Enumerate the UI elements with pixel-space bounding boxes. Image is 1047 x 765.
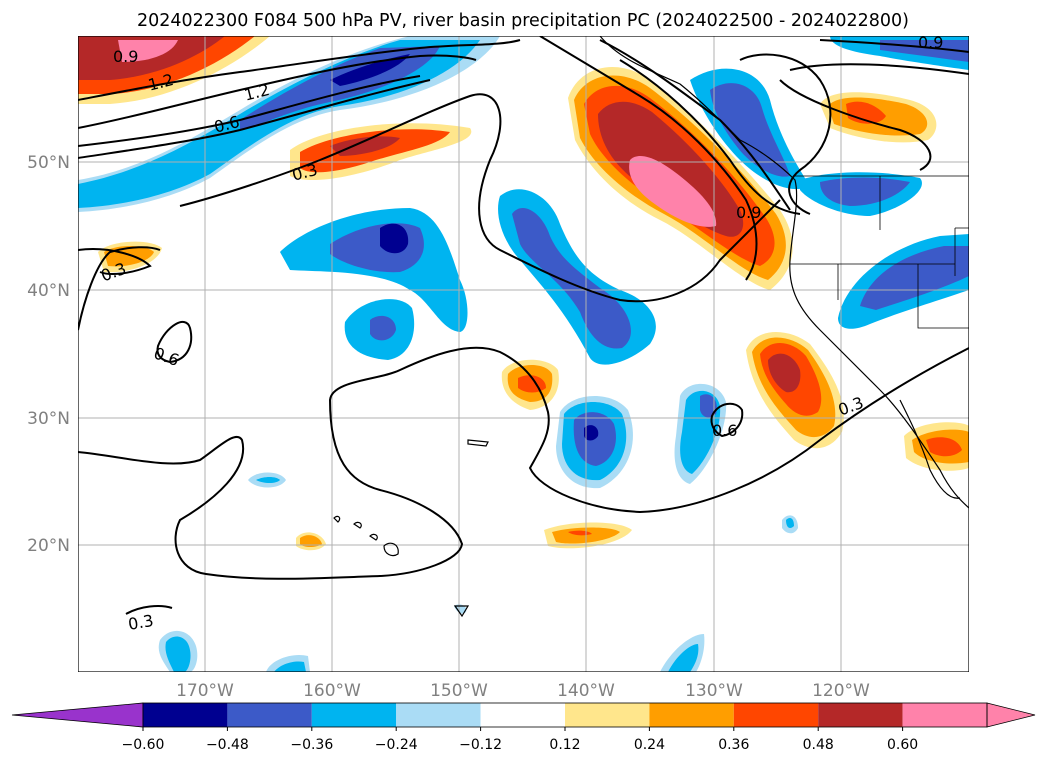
neg-anomaly-central-dark bbox=[380, 223, 409, 254]
hawaii-maui bbox=[369, 533, 378, 541]
north-america-coast bbox=[599, 36, 969, 509]
precip-fill-layer bbox=[78, 36, 969, 672]
pv-contour-1p2 bbox=[78, 54, 477, 129]
colorbar-bin bbox=[818, 703, 903, 727]
pos-anomaly-33n-dark bbox=[768, 353, 801, 393]
colorbar-extend-low bbox=[11, 702, 144, 728]
map-panel: 0.9 1.2 1.2 0.6 0.3 0.3 0.6 0.9 0.9 0.3 … bbox=[78, 33, 969, 672]
neg-anomaly-dot3 bbox=[454, 604, 467, 614]
pv-contour-0p9-east bbox=[619, 59, 801, 215]
colorbar-tick-label: 0.36 bbox=[718, 737, 749, 753]
state-borders bbox=[790, 175, 969, 329]
pos-anomaly-52n-dark bbox=[330, 136, 400, 156]
colorbar-tick-label: −0.12 bbox=[459, 737, 502, 753]
longitude-label: 160°W bbox=[303, 681, 361, 701]
colorbar-bin bbox=[649, 703, 734, 727]
latitude-labels: 50°N 40°N 30°N 20°N bbox=[27, 153, 70, 556]
colorbar-bin bbox=[733, 703, 819, 727]
neg-anomaly-29n-dark bbox=[584, 425, 599, 441]
colorbar-ticks bbox=[142, 727, 904, 731]
neg-anomaly-southwest-mid bbox=[860, 246, 969, 310]
colorbar-bin bbox=[480, 703, 565, 727]
contour-label: 0.9 bbox=[918, 33, 943, 52]
longitude-label: 120°W bbox=[812, 681, 870, 701]
hawaii-big-island bbox=[383, 542, 399, 557]
pv-contour-0p6-east bbox=[599, 39, 791, 211]
pv-contour-subtropical bbox=[78, 346, 969, 580]
pos-anomaly-coast-max bbox=[629, 155, 717, 227]
pos-anomaly-baja-red bbox=[926, 437, 962, 457]
pv-contour-ne-4 bbox=[779, 79, 932, 171]
pos-anomaly-dot-mid bbox=[300, 535, 322, 547]
longitude-labels: 170°W 160°W 150°W 140°W 130°W 120°W bbox=[176, 681, 870, 701]
pos-anomaly-corner-max bbox=[118, 40, 178, 62]
colorbar-tick-label: 0.12 bbox=[549, 737, 580, 753]
contour-label: 0.9 bbox=[736, 203, 761, 222]
graticule bbox=[78, 36, 969, 672]
neg-anomaly-bc-mid bbox=[710, 83, 790, 177]
colorbar-bin bbox=[311, 703, 397, 727]
colorbar-bin bbox=[396, 703, 481, 727]
longitude-label: 170°W bbox=[176, 681, 234, 701]
latitude-label: 40°N bbox=[27, 281, 70, 301]
latitude-label: 20°N bbox=[27, 536, 70, 556]
colorbar-bin bbox=[227, 703, 312, 727]
pv-contour-southwest bbox=[78, 246, 161, 331]
pv-contours bbox=[78, 36, 969, 615]
hawaii-kauai bbox=[333, 515, 341, 523]
baja-coast bbox=[899, 399, 961, 499]
coastlines bbox=[333, 36, 969, 618]
colorbar-bin bbox=[565, 703, 650, 727]
pv-contour-loop-2 bbox=[710, 402, 744, 438]
longitude-label: 130°W bbox=[685, 681, 743, 701]
pv-contour-0p9 bbox=[78, 75, 421, 147]
neg-anomaly-greatbasin-mid bbox=[820, 177, 910, 206]
hawaii-oahu bbox=[353, 521, 362, 529]
neg-anomaly-bottom1-core bbox=[165, 636, 191, 672]
pv-contour-ne-1 bbox=[739, 53, 832, 215]
colorbar-tick-label: −0.48 bbox=[206, 737, 249, 753]
latitude-label: 50°N bbox=[27, 153, 70, 173]
neg-anomaly-bottom3-core bbox=[668, 644, 699, 672]
colorbar: −0.60 −0.48 −0.36 −0.24 −0.12 0.12 0.24 … bbox=[11, 702, 1036, 753]
pv-contour-loop-3 bbox=[125, 605, 173, 615]
colorbar-tick-label: 0.60 bbox=[887, 737, 918, 753]
colorbar-extend-high bbox=[986, 702, 1036, 728]
contour-label: 0.6 bbox=[712, 421, 737, 440]
colorbar-tick-label: 0.48 bbox=[803, 737, 834, 753]
longitude-label: 150°W bbox=[430, 681, 488, 701]
pv-contour-1p2-north bbox=[78, 39, 521, 101]
contour-label: 0.9 bbox=[113, 47, 138, 66]
pv-contour-0p3 bbox=[179, 93, 781, 303]
pv-contour-ne-3 bbox=[819, 39, 969, 53]
colorbar-tick-label: 0.24 bbox=[634, 737, 665, 753]
pv-contour-0p3-eastern bbox=[539, 36, 758, 281]
neg-anomaly-30n-core bbox=[700, 394, 717, 418]
neg-anomaly-northwest-dark bbox=[330, 54, 410, 86]
pv-contour-ne-2 bbox=[789, 63, 969, 75]
pv-contour-0p6 bbox=[78, 79, 431, 159]
neg-anomaly-140w-mid bbox=[512, 208, 631, 349]
island-2 bbox=[453, 605, 470, 618]
figure-title: 2024022300 F084 500 hPa PV, river basin … bbox=[137, 11, 909, 31]
colorbar-bin bbox=[143, 703, 228, 727]
latitude-label: 30°N bbox=[27, 409, 70, 429]
colorbar-bin bbox=[902, 703, 987, 727]
colorbar-tick-label: −0.60 bbox=[122, 737, 165, 753]
colorbar-tick-label: −0.36 bbox=[290, 737, 333, 753]
colorbar-tick-label: −0.24 bbox=[375, 737, 418, 753]
neg-anomaly-dot1-core bbox=[256, 477, 280, 483]
neg-anomaly-dot2-core bbox=[786, 518, 794, 528]
longitude-label: 140°W bbox=[557, 681, 615, 701]
contour-label: 0.3 bbox=[127, 611, 155, 634]
pv-contour-0p3-west bbox=[78, 248, 152, 275]
island-1 bbox=[467, 439, 489, 447]
neg-anomaly-bottom2-core bbox=[274, 661, 306, 672]
pv-contour-loop-1 bbox=[156, 321, 193, 364]
neg-anomaly-small-mid bbox=[370, 315, 396, 341]
